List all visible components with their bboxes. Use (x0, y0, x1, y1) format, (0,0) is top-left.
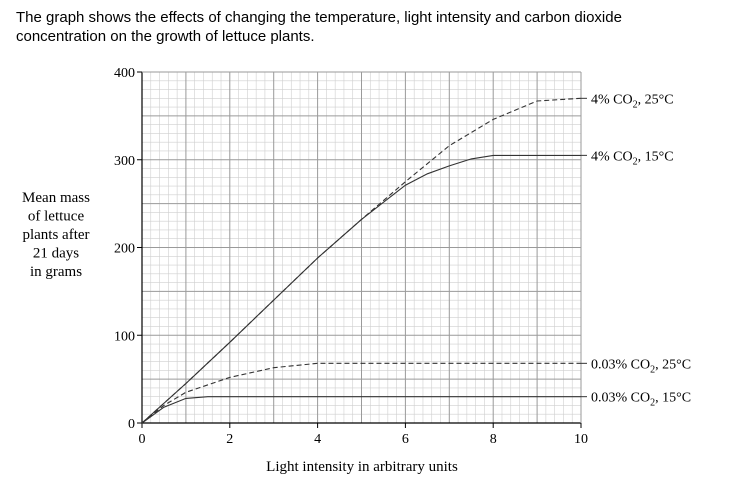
y-tick-label: 100 (114, 329, 135, 344)
x-tick-label: 2 (226, 432, 233, 447)
x-tick-label: 6 (402, 432, 409, 447)
y-tick-label: 200 (114, 242, 135, 257)
series-label-1: 4% CO2, 25°C (591, 92, 674, 110)
series-label-2: 4% CO2, 15°C (591, 149, 674, 167)
x-tick-label: 0 (139, 432, 146, 447)
series-labels: 4% CO2, 25°C 4% CO2, 15°C 0.03% CO2, 25°C 0… (591, 92, 691, 408)
y-axis-label-line: in grams (30, 264, 82, 280)
question-intro: The graph shows the effects of changing … (16, 8, 728, 46)
series-line-4 (141, 396, 581, 424)
tick-marks (137, 71, 582, 428)
y-axis-label-line: of lettuce (28, 209, 85, 225)
x-axis-label: Light intensity in arbitrary units (266, 459, 458, 475)
series-label-3: 0.03% CO2, 25°C (591, 357, 691, 375)
x-tick-label: 4 (314, 432, 321, 447)
intro-line-1: The graph shows the effects of changing … (16, 9, 622, 26)
x-tick-label: 8 (490, 432, 497, 447)
y-axis-label-line: plants after (22, 227, 89, 243)
x-tick-label: 10 (574, 432, 588, 447)
y-tick-label: 0 (128, 417, 135, 432)
series-line-3 (141, 362, 581, 424)
series-label-4: 0.03% CO2, 15°C (591, 391, 691, 409)
grid-major (142, 72, 581, 423)
y-axis-label-line: 21 days (33, 246, 79, 262)
y-axis-label-line: Mean mass (22, 190, 90, 206)
intro-line-2: concentration on the growth of lettuce p… (16, 28, 315, 45)
y-tick-label: 400 (114, 66, 135, 81)
y-tick-label: 300 (114, 154, 135, 169)
series-line-2 (141, 154, 581, 424)
y-axis-label: Mean mass of lettuce plants after 21 days in… (22, 190, 90, 280)
series-lines (141, 97, 587, 424)
